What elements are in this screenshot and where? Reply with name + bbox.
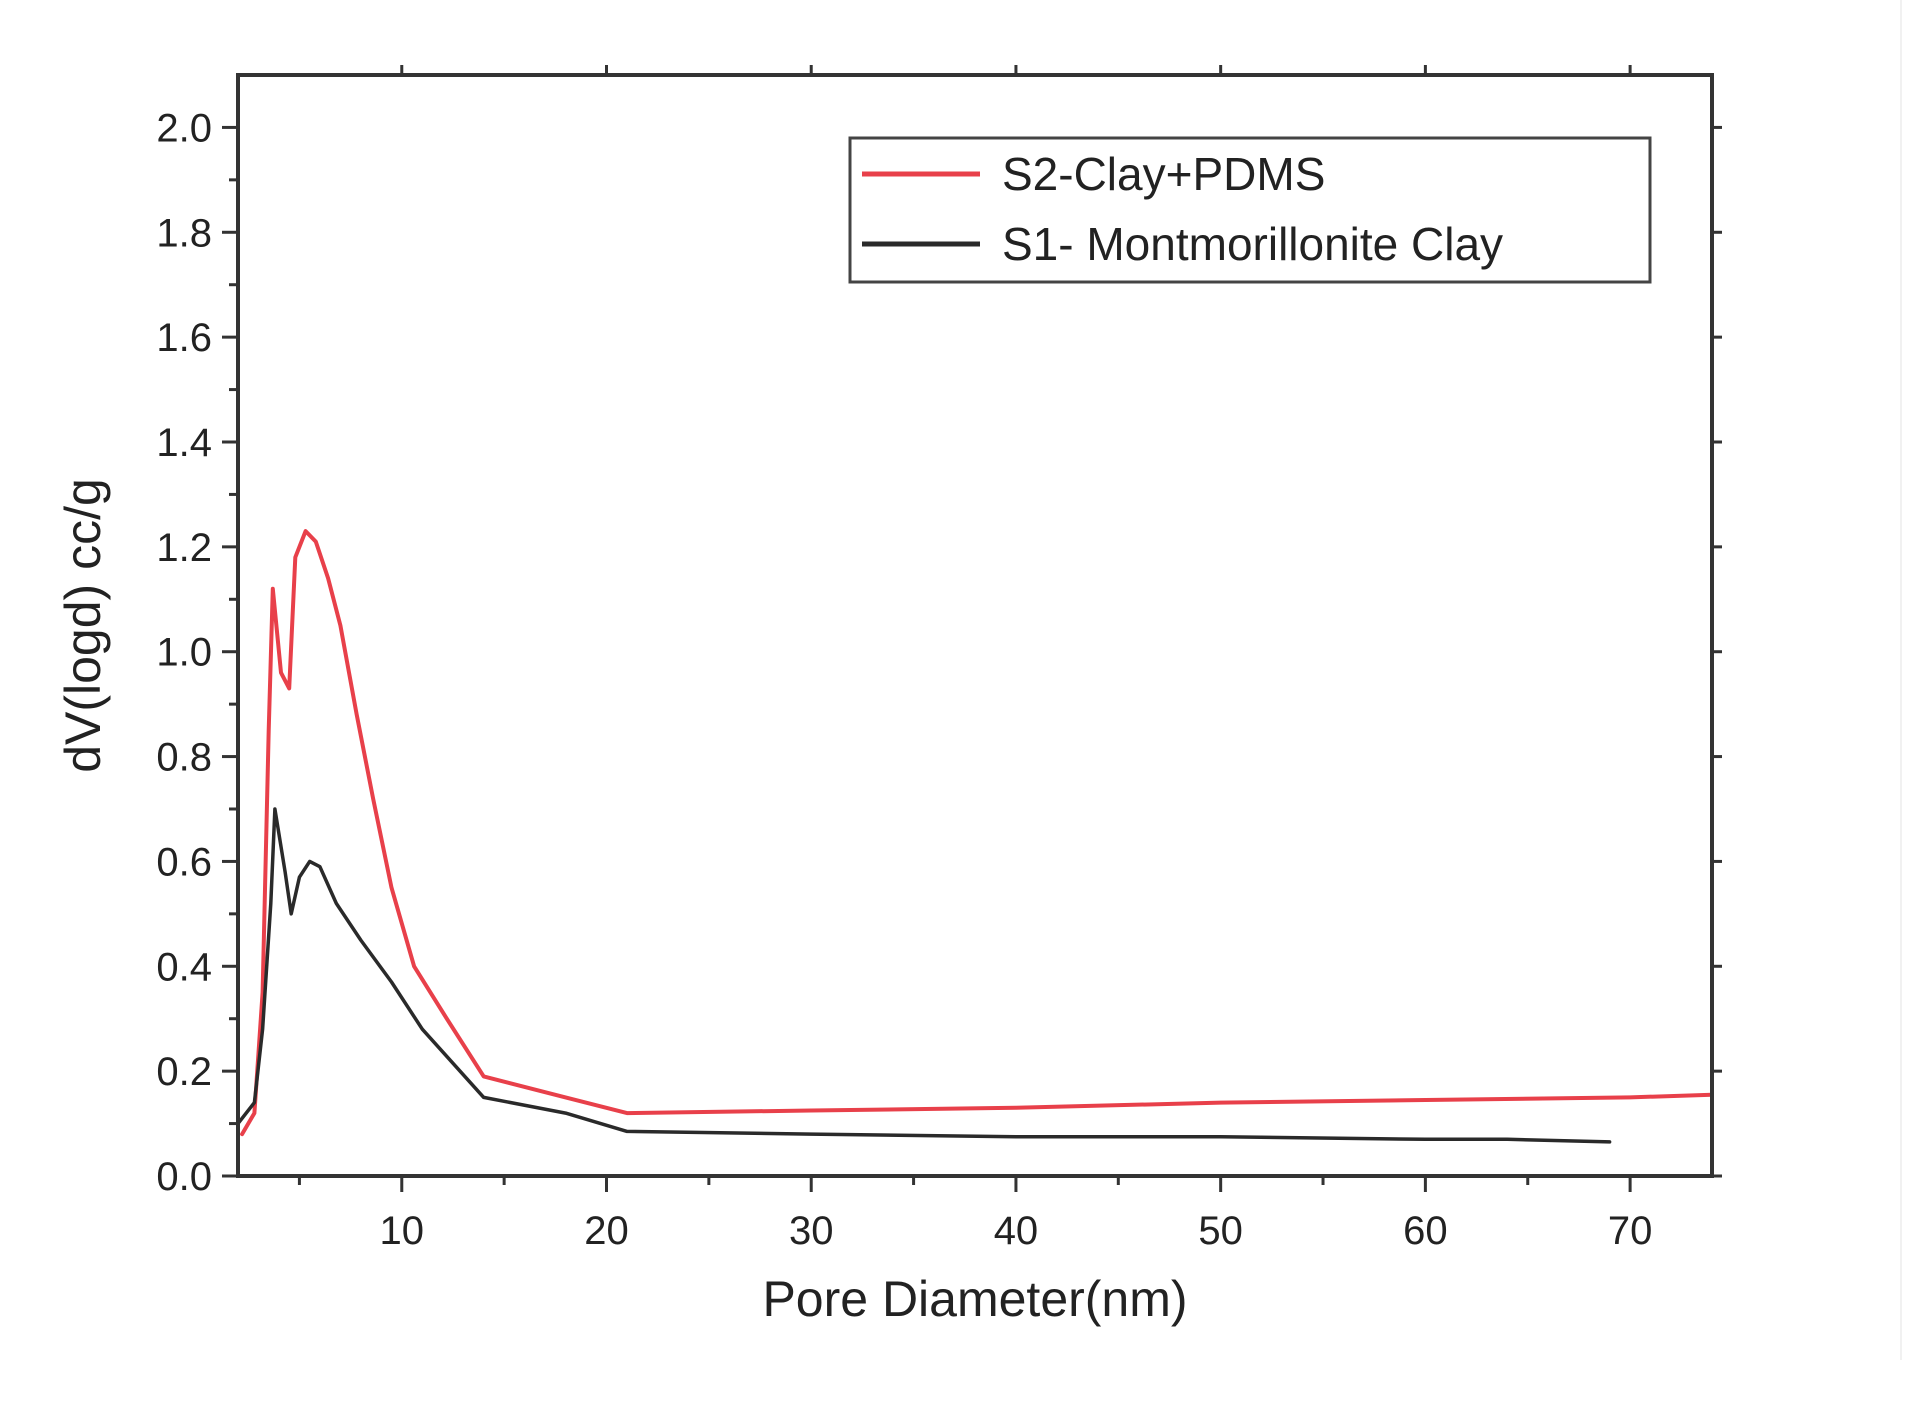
x-tick-label: 60 [1403,1209,1448,1253]
y-axis: 0.0 0.2 0.4 0.6 0.8 1.0 1.2 1.4 1.6 1.8 2.0 [156,106,1722,1199]
series-layer [236,529,1714,1144]
x-tick-label: 30 [789,1209,834,1253]
y-axis-title: dV(logd) cc/g [55,478,111,773]
series-line-s2-clay-pdms [240,529,1714,1137]
y-tick-label: 1.6 [156,316,212,360]
y-tick-label: 0.8 [156,736,212,780]
right-edge-divider [1900,0,1902,1360]
y-tick-label: 1.8 [156,211,212,255]
y-tick-label: 0.2 [156,1050,212,1094]
plot-area [236,529,1714,1144]
plot-frame [236,73,1714,1178]
x-tick-label: 10 [380,1209,425,1253]
x-axis-title: Pore Diameter(nm) [762,1271,1187,1327]
y-tick-label: 2.0 [156,106,212,150]
x-tick-label: 70 [1608,1209,1653,1253]
y-tick-label: 0.6 [156,840,212,884]
y-tick-label: 1.0 [156,631,212,675]
legend-label-s2-clay-pdms: S2-Clay+PDMS [1002,148,1325,200]
x-tick-label: 50 [1198,1209,1243,1253]
y-tick-label: 0.0 [156,1155,212,1199]
legend-box [848,136,1652,284]
y-tick-label: 0.4 [156,945,212,989]
y-tick-label: 1.2 [156,526,212,570]
series-line-s1-montmorillonite-clay [236,807,1612,1144]
legend: S2-Clay+PDMS S1- Montmorillonite Clay [848,136,1652,284]
x-tick-label: 20 [584,1209,629,1253]
x-tick-label: 40 [994,1209,1039,1253]
x-axis: 10 20 30 40 50 60 70 [297,65,1653,1253]
y-tick-label: 1.4 [156,421,212,465]
legend-label-s1-montmorillonite-clay: S1- Montmorillonite Clay [1002,218,1503,270]
